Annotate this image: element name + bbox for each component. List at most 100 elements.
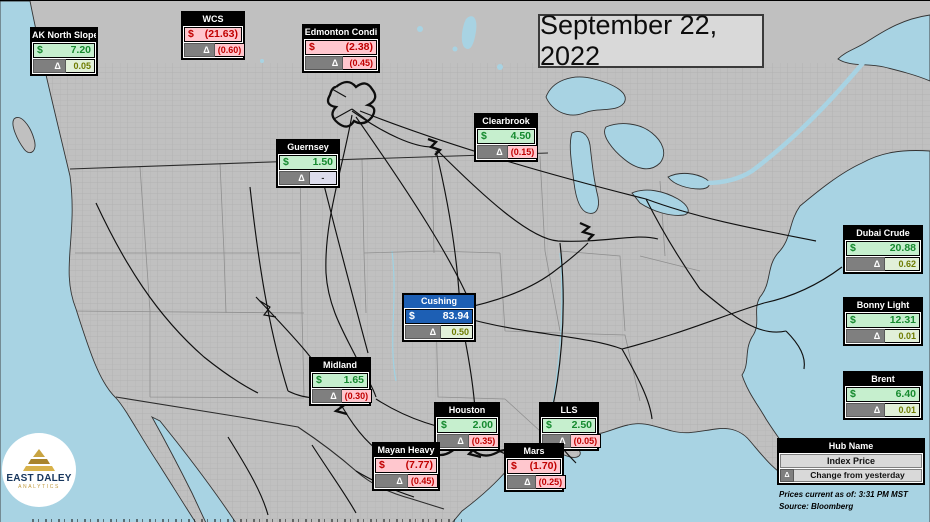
hub-delta-value: (0.60) xyxy=(214,43,246,57)
hub-name: Dubai Crude xyxy=(845,227,921,240)
pyramid-icon xyxy=(23,449,55,471)
dollar-sign: $ xyxy=(316,374,322,386)
dollar-sign: $ xyxy=(546,419,552,431)
hub-price-value: 2.00 xyxy=(472,419,493,431)
hub-price-row: $ 1.65 xyxy=(312,373,368,388)
hub-price-row: $ 2.50 xyxy=(542,418,596,433)
hub-delta-row: Δ 0.05 xyxy=(33,59,95,73)
hub-price-value: 20.88 xyxy=(889,242,916,254)
dollar-sign: $ xyxy=(283,156,289,168)
source-note: Source: Bloomberg xyxy=(779,502,854,511)
cutoff-text-strip xyxy=(32,519,462,522)
delta-icon: Δ xyxy=(477,145,508,159)
hub-delta-row: Δ - xyxy=(279,171,337,185)
legend-box: Hub Name Index Price Δ Change from yeste… xyxy=(777,438,925,485)
hub-price-value: (2.38) xyxy=(345,41,373,53)
hub-price-row: $ (7.77) xyxy=(375,458,437,473)
vancouver-island xyxy=(12,117,36,153)
hub-name: WCS xyxy=(183,13,243,26)
hub-price-row: $ 4.50 xyxy=(477,129,535,144)
hub-delta-value: (0.30) xyxy=(341,389,373,403)
hub-label-brent: Brent $ 6.40 Δ 0.01 xyxy=(843,371,923,420)
hub-price-value: (1.70) xyxy=(529,460,557,472)
legend-hub-name: Hub Name xyxy=(779,440,923,453)
dollar-sign: $ xyxy=(850,242,856,254)
hub-label-bonny-light: Bonny Light $ 12.31 Δ 0.01 xyxy=(843,297,923,346)
hub-delta-value: (0.35) xyxy=(468,434,500,448)
delta-icon: Δ xyxy=(846,403,886,417)
delta-icon: Δ xyxy=(184,43,215,57)
hub-delta-value: 0.01 xyxy=(885,329,920,343)
hub-label-mars: Mars $ (1.70) Δ (0.25) xyxy=(504,443,567,492)
logo-title: EAST DALEY xyxy=(6,473,72,484)
delta-icon: Δ xyxy=(33,59,66,73)
hub-label-lls: LLS $ 2.50 Δ (0.05) xyxy=(539,402,602,451)
hub-price-row: $ (21.63) xyxy=(184,27,242,42)
hub-delta-row: Δ 0.01 xyxy=(846,329,920,343)
dollar-sign: $ xyxy=(37,44,43,56)
hub-label-mayan-heavy: Mayan Heavy $ (7.77) Δ (0.45) xyxy=(372,442,440,491)
date-text: September 22, 2022 xyxy=(540,10,718,71)
hub-label-dubai-crude: Dubai Crude $ 20.88 Δ 0.62 xyxy=(843,225,923,274)
hub-price-row: $ 12.31 xyxy=(846,313,920,328)
hub-price-value: (21.63) xyxy=(204,28,238,40)
hub-delta-row: Δ (0.45) xyxy=(305,56,377,70)
hub-label-clearbrook: Clearbrook $ 4.50 Δ (0.15) xyxy=(474,113,539,162)
hub-name: Brent xyxy=(845,373,921,386)
hub-price-value: 12.31 xyxy=(889,314,916,326)
dollar-sign: $ xyxy=(188,28,194,40)
hub-delta-value: 0.50 xyxy=(441,325,473,339)
delta-icon: Δ xyxy=(780,469,794,482)
hub-name: LLS xyxy=(541,404,597,417)
hub-name: Mayan Heavy xyxy=(374,444,438,457)
dollar-sign: $ xyxy=(511,460,517,472)
hub-delta-value: 0.01 xyxy=(885,403,920,417)
dollar-sign: $ xyxy=(850,388,856,400)
east-daley-logo: EAST DALEY ANALYTICS xyxy=(2,433,76,507)
hub-delta-row: Δ (0.35) xyxy=(437,434,500,448)
st-lawrence-river xyxy=(703,54,871,186)
prices-current-note: Prices current as of: 3:31 PM MST xyxy=(779,490,908,499)
hub-delta-row: Δ 0.01 xyxy=(846,403,920,417)
hub-price-row: $ 20.88 xyxy=(846,241,920,256)
hub-name: Bonny Light xyxy=(845,299,921,312)
legend-index-price: Index Price xyxy=(780,454,922,468)
dollar-sign: $ xyxy=(379,459,385,471)
dollar-sign: $ xyxy=(441,419,447,431)
hub-name: Midland xyxy=(311,359,369,372)
delta-icon: Δ xyxy=(279,171,310,185)
hub-label-houston: Houston $ 2.00 Δ (0.35) xyxy=(434,402,500,451)
hub-delta-value: (0.45) xyxy=(343,56,377,70)
delta-icon: Δ xyxy=(312,389,342,403)
hub-price-value: 2.50 xyxy=(571,419,592,431)
hub-delta-row: Δ 0.62 xyxy=(846,257,920,271)
hub-price-value: 6.40 xyxy=(895,388,916,400)
dollar-sign: $ xyxy=(309,41,315,53)
hub-label-wcs: WCS $ (21.63) Δ (0.60) xyxy=(181,11,246,60)
hub-price-value: 83.94 xyxy=(442,310,469,322)
hub-price-value: (7.77) xyxy=(405,459,433,471)
delta-icon: Δ xyxy=(507,475,536,489)
hub-delta-value: (0.15) xyxy=(507,145,539,159)
hub-price-row: $ 1.50 xyxy=(279,155,337,170)
hub-delta-value: 0.62 xyxy=(885,257,920,271)
hub-delta-row: Δ (0.45) xyxy=(375,474,439,488)
hub-price-row: $ 7.20 xyxy=(33,43,95,58)
hub-label-edmonton-condi: Edmonton Condi $ (2.38) Δ (0.45) xyxy=(302,24,380,73)
delta-icon: Δ xyxy=(437,434,469,448)
hub-price-row: $ (2.38) xyxy=(305,40,377,55)
hub-name: Houston xyxy=(436,404,498,417)
hub-delta-row: Δ (0.30) xyxy=(312,389,373,403)
hub-delta-value: 0.05 xyxy=(65,59,95,73)
delta-icon: Δ xyxy=(375,474,408,488)
hub-price-row: $ (1.70) xyxy=(507,459,561,474)
hub-price-value: 7.20 xyxy=(70,44,91,56)
delta-icon: Δ xyxy=(846,329,886,343)
hub-delta-row: Δ 0.50 xyxy=(405,325,473,339)
hub-name: Edmonton Condi xyxy=(304,26,378,39)
hub-name: AK North Slope xyxy=(32,29,96,42)
hub-label-guernsey: Guernsey $ 1.50 Δ - xyxy=(276,139,340,188)
hub-name: Cushing xyxy=(404,295,474,308)
